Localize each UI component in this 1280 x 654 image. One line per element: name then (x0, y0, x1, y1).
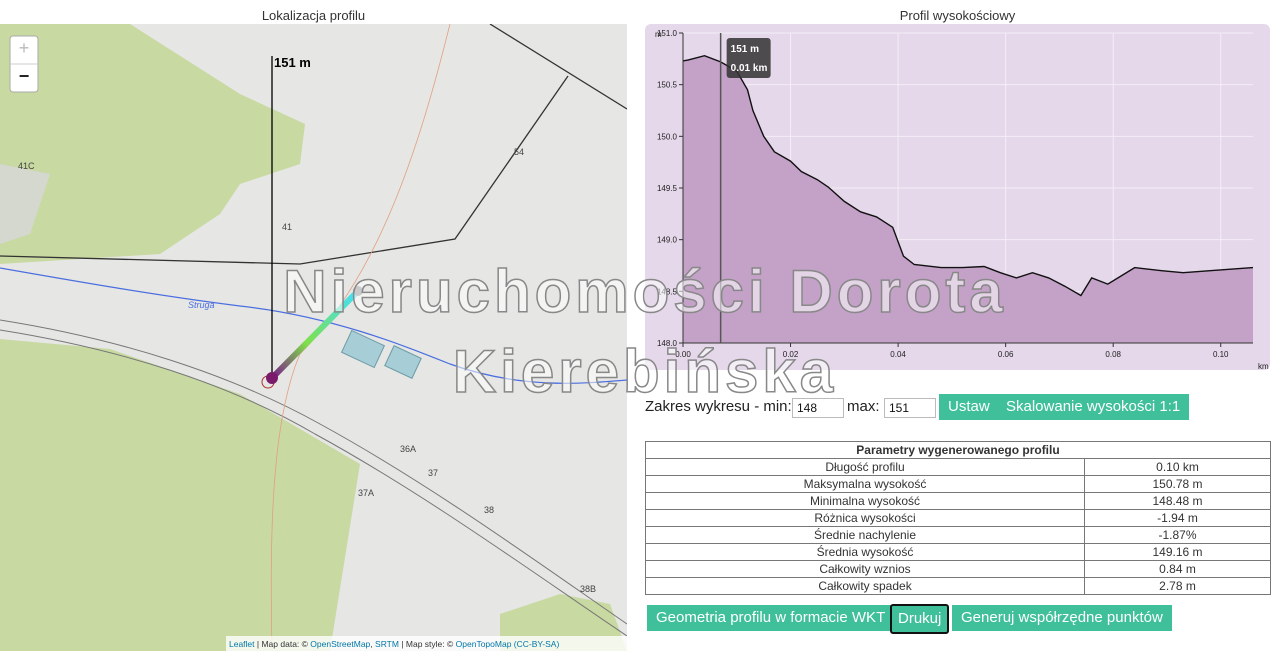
line (682, 54, 1254, 297)
param-name: Minimalna wysokość (645, 492, 1085, 510)
param-name: Długość profilu (645, 458, 1085, 476)
param-value: -1.94 m (1084, 509, 1271, 527)
param-value: 0.10 km (1084, 458, 1271, 476)
param-name: Maksymalna wysokość (645, 475, 1085, 493)
map-label: 38B (580, 584, 596, 594)
pond (340, 329, 386, 369)
y-tick-label: 148.0 (657, 339, 678, 348)
map-label: 36A (400, 444, 416, 454)
x-tick-label: 0.06 (998, 350, 1014, 359)
y-tick-label: 149.5 (657, 184, 678, 193)
param-value: -1.87% (1084, 526, 1271, 544)
road (0, 24, 627, 265)
x-tick-label: 0.02 (783, 350, 799, 359)
attr-text: | Map data: © (257, 639, 309, 649)
param-value: 148.48 m (1084, 492, 1271, 510)
link[interactable]: SRTM (375, 639, 399, 649)
table-row: Całkowity wznios 0.84 m (645, 560, 1271, 578)
map-label: 37 (428, 468, 438, 478)
chart-title: Profil wysokościowy (899, 8, 1016, 23)
road (0, 329, 627, 637)
elevation-chart: 148.0 148.5 149.0 149.5 150.0 150.5 151.0 0.00 0… (645, 24, 1270, 370)
tooltip-y: 151 m (731, 44, 759, 55)
stream (0, 267, 627, 384)
area (683, 55, 1253, 343)
road (0, 319, 627, 625)
zoom-out[interactable]: − (19, 66, 30, 86)
map: 151 m 41C 41 54 Struga 36A 37 37A 38 38B… (0, 24, 627, 651)
zoom-in[interactable]: + (19, 38, 30, 58)
forest (0, 24, 305, 264)
table-row: Średnie nachylenie -1.87% (645, 526, 1271, 544)
table-row: Średnia wysokość 149.16 m (645, 543, 1271, 561)
y-tick-label: 149.0 (657, 236, 678, 245)
table-row: Długość profilu 0.10 km (645, 458, 1271, 476)
field (0, 164, 50, 244)
min-input[interactable]: 148 (792, 398, 844, 418)
x-tick-label: 0.00 (675, 350, 691, 359)
map-label: 54 (514, 147, 524, 157)
marker-label: 151 m (274, 55, 311, 70)
boundary (270, 24, 451, 651)
y-tick-label: 148.5 (657, 287, 678, 296)
param-name: Różnica wysokości (645, 509, 1085, 527)
range-label: Zakres wykresu - min: (645, 398, 792, 415)
table-row: Minimalna wysokość 148.48 m (645, 492, 1271, 510)
max-label: max: (847, 398, 880, 415)
link[interactable]: Leaflet (229, 639, 255, 649)
table-row: Całkowity spadek 2.78 m (645, 577, 1271, 595)
pond (384, 345, 422, 379)
coords-button[interactable]: Generuj współrzędne punktów (952, 605, 1172, 631)
param-name: Całkowity spadek (645, 577, 1085, 595)
x-tick-label: 0.04 (890, 350, 906, 359)
param-value: 0.84 m (1084, 560, 1271, 578)
y-axis-label: m (655, 30, 662, 39)
y-tick-label: 151.0 (657, 29, 678, 38)
y-tick-label: 150.5 (657, 81, 678, 90)
attribution: Leaflet | Map data: © OpenStreetMap, SRT… (229, 639, 559, 649)
map-label: 38 (484, 505, 494, 515)
wkt-button[interactable]: Geometria profilu w formacie WKT (647, 605, 895, 631)
map-label: Struga (188, 300, 215, 310)
link[interactable]: OpenStreetMap (310, 639, 370, 649)
print-button[interactable]: Drukuj (890, 604, 950, 634)
forest (0, 339, 360, 651)
attr-text: | Map style: © (401, 639, 454, 649)
attribution-bg (226, 636, 627, 651)
table-title: Parametry wygenerowanego profilu (645, 441, 1271, 459)
params-table: Parametry wygenerowanego profilu Długość… (645, 441, 1271, 595)
profile-end (353, 286, 363, 296)
map-title: Lokalizacja profilu (261, 8, 366, 23)
table-row: Różnica wysokości -1.94 m (645, 509, 1271, 527)
x-axis-label: km (1258, 362, 1269, 370)
map-label: 37A (358, 488, 374, 498)
map-label: 41C (18, 161, 35, 171)
table-row: Maksymalna wysokość 150.78 m (645, 475, 1271, 493)
param-value: 2.78 m (1084, 577, 1271, 595)
param-value: 150.78 m (1084, 475, 1271, 493)
profile-line (269, 288, 361, 381)
param-value: 149.16 m (1084, 543, 1271, 561)
set-button[interactable]: Ustaw (939, 394, 999, 420)
param-name: Średnia wysokość (645, 543, 1085, 561)
param-name: Całkowity wznios (645, 560, 1085, 578)
tooltip-x: 0.01 km (731, 63, 768, 74)
tooltip (726, 38, 771, 78)
max-input[interactable]: 151 (884, 398, 936, 418)
param-name: Średnie nachylenie (645, 526, 1085, 544)
y-tick-label: 150.0 (657, 132, 678, 141)
scale-button[interactable]: Skalowanie wysokości 1:1 (997, 394, 1190, 420)
link[interactable]: OpenTopoMap (456, 639, 512, 649)
x-tick-label: 0.10 (1213, 350, 1229, 359)
x-tick-label: 0.08 (1105, 350, 1121, 359)
profile-start (266, 372, 278, 384)
link[interactable]: (CC-BY-SA) (514, 639, 560, 649)
map-label: 41 (282, 222, 292, 232)
